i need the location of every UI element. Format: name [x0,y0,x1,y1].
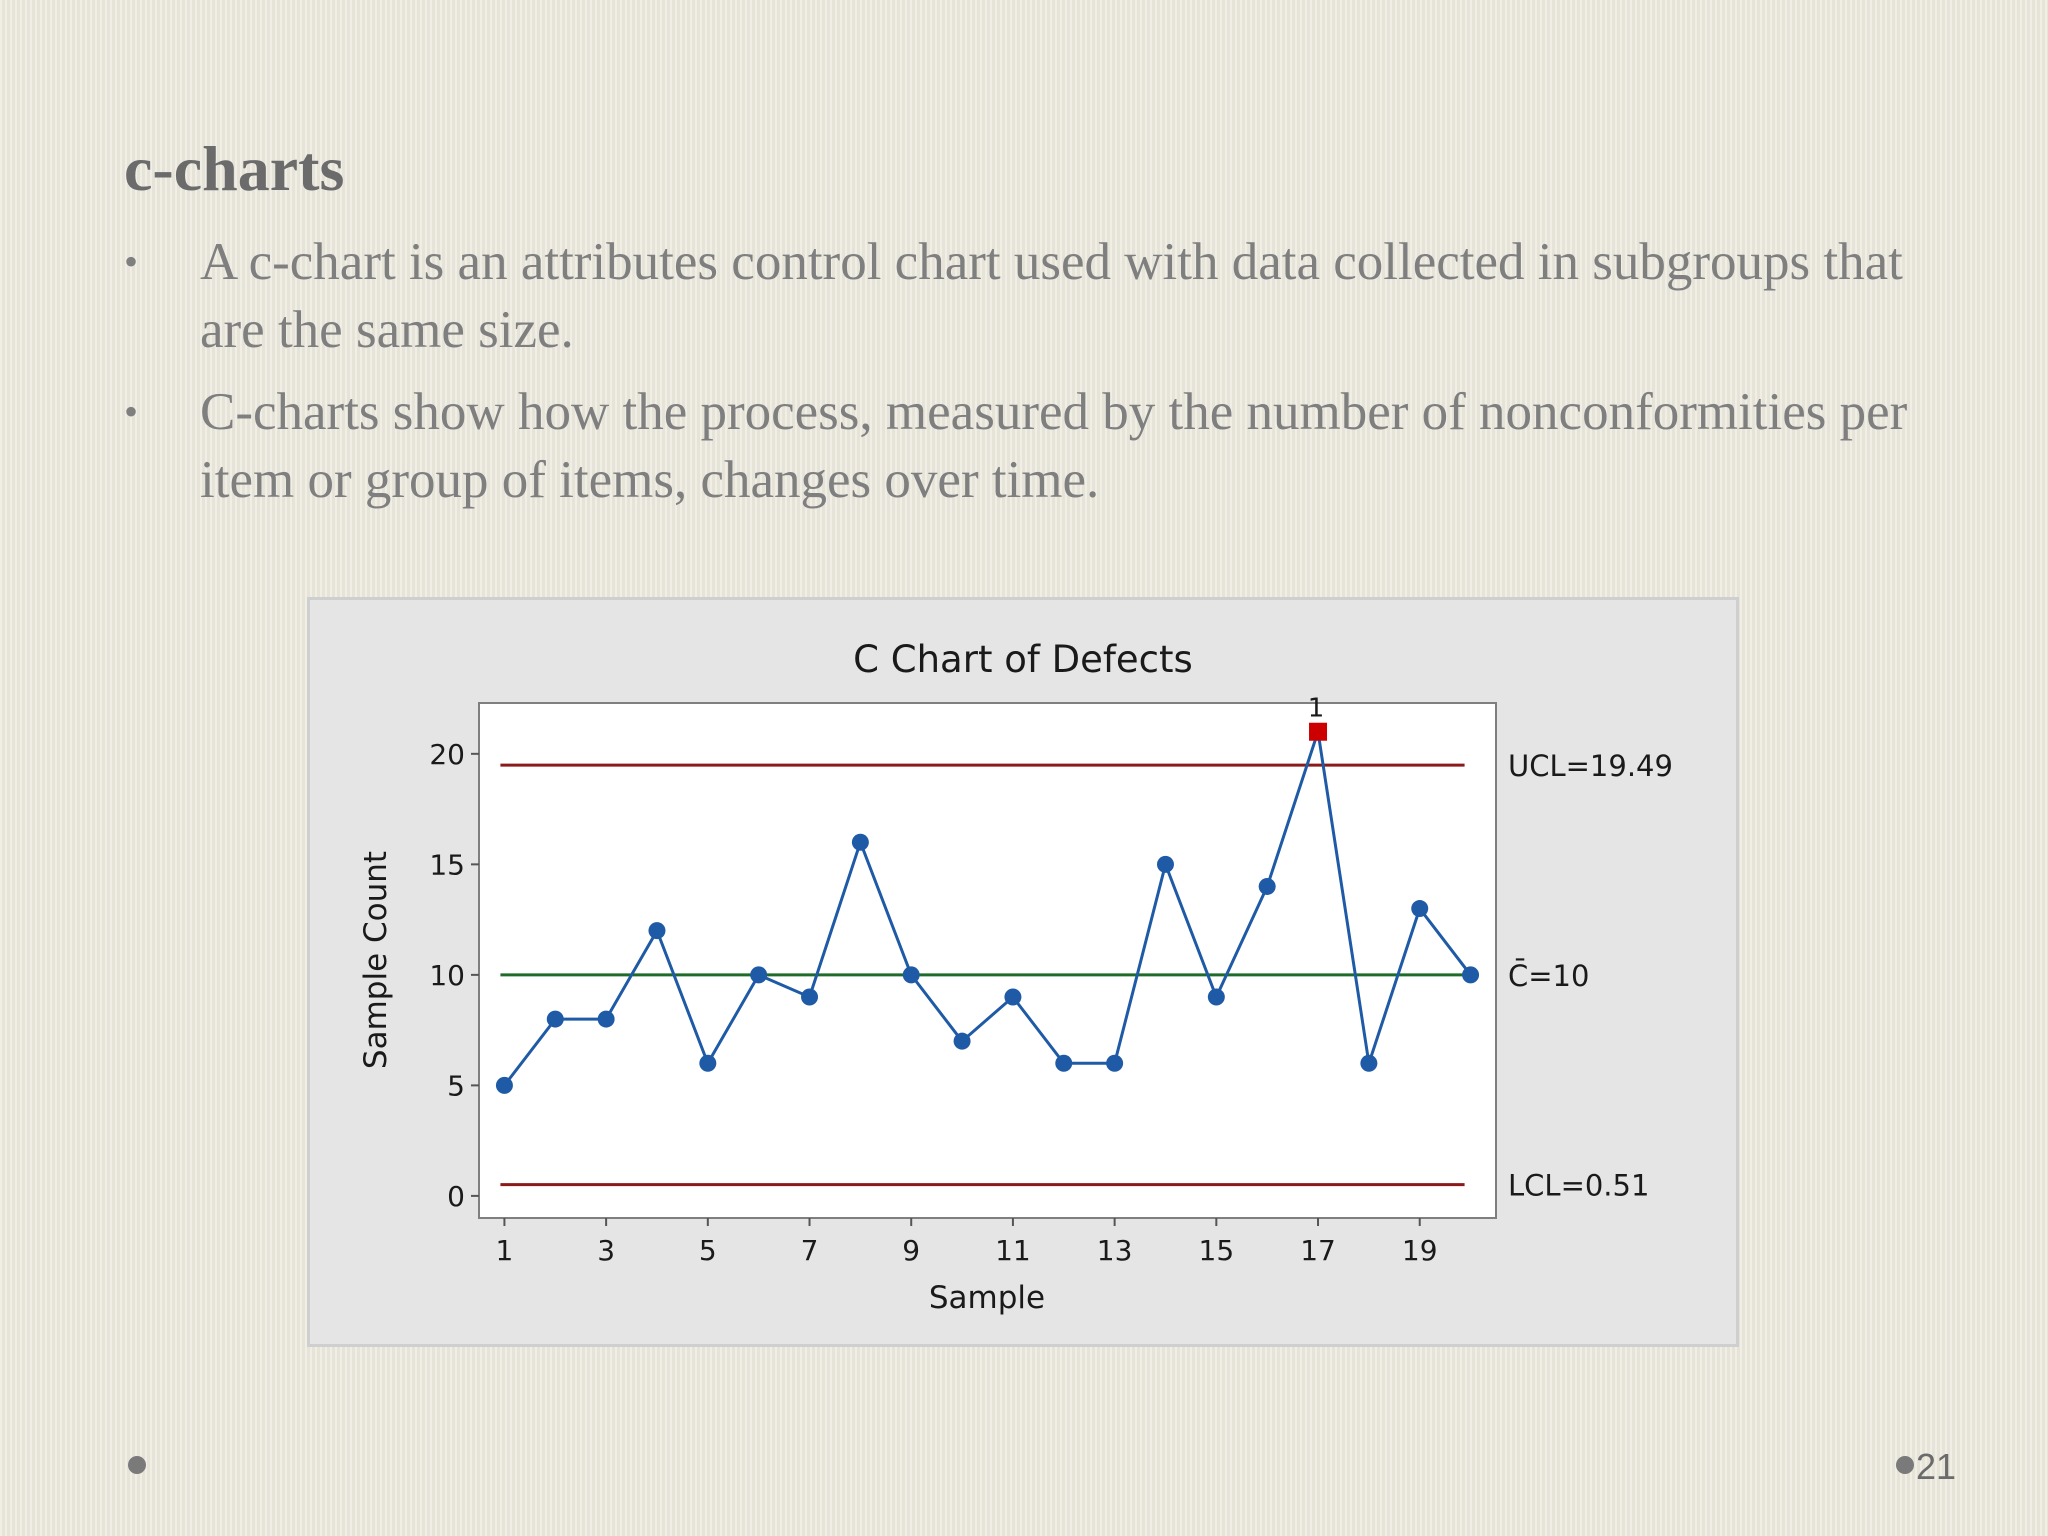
data-point [1258,877,1276,895]
chart-title: C Chart of Defects [853,638,1193,681]
x-tick-label: 1 [496,1234,514,1267]
bullet-text: A c-chart is an attributes control chart… [200,233,1903,359]
data-point [953,1032,971,1050]
bullet-item: • C-charts show how the process, measure… [124,378,1944,514]
data-point [597,1010,615,1028]
chart-panel: C Chart of Defects UCL=19.49 C̄=10 LCL=0.5… [307,597,1739,1347]
x-tick-label: 7 [801,1234,819,1267]
data-point [801,988,819,1006]
footer-left-dot-icon [128,1456,146,1474]
x-tick-label: 13 [1097,1234,1133,1267]
data-point-flagged [1309,722,1328,741]
bullet-dot-icon: • [124,389,139,434]
data-point [1462,966,1480,984]
bullet-item: • A c-chart is an attributes control cha… [124,228,1944,364]
x-tick-label: 17 [1300,1234,1336,1267]
series-line [503,731,1472,1087]
bullet-list: • A c-chart is an attributes control cha… [124,228,1944,528]
data-point [1106,1054,1124,1072]
out-of-control-flag: 1 [1308,694,1325,724]
y-axis-label: Sample Count [358,851,394,1069]
data-point [1207,988,1225,1006]
data-point [1156,855,1174,873]
y-tick-label: 10 [429,959,465,992]
data-point [699,1054,717,1072]
control-line-label-2: LCL=0.51 [1508,1169,1649,1203]
data-point [1004,988,1022,1006]
x-tick-label: 5 [699,1234,717,1267]
data-point [1411,900,1429,918]
y-tick-label: 20 [429,738,465,771]
data-point [851,833,869,851]
bullet-dot-icon: • [124,239,139,284]
data-point [750,966,768,984]
x-tick-label: 9 [902,1234,920,1267]
page-number: 21 [1915,1446,1956,1487]
slide-title: c-charts [124,133,345,204]
data-point [1360,1054,1378,1072]
x-tick-label: 15 [1199,1234,1235,1267]
x-tick-label: 3 [597,1234,615,1267]
footer-right-dot-icon [1896,1456,1914,1474]
y-tick-label: 5 [447,1069,465,1102]
y-tick-label: 0 [447,1180,465,1213]
bullet-text: C-charts show how the process, measured … [200,383,1908,509]
data-point [546,1010,564,1028]
c-chart: C Chart of Defects UCL=19.49 C̄=10 LCL=0.5… [358,638,1673,1316]
y-tick-label: 15 [429,848,465,881]
data-point [1055,1054,1073,1072]
control-line-label-0: UCL=19.49 [1508,749,1673,783]
data-point [648,922,666,940]
data-point [495,1076,513,1094]
control-line-label-1: C̄=10 [1508,959,1589,993]
plot-area [478,702,1497,1219]
data-point [902,966,920,984]
x-axis-label: Sample [929,1280,1045,1316]
x-tick-label: 19 [1402,1234,1438,1267]
x-tick-label: 11 [995,1234,1031,1267]
